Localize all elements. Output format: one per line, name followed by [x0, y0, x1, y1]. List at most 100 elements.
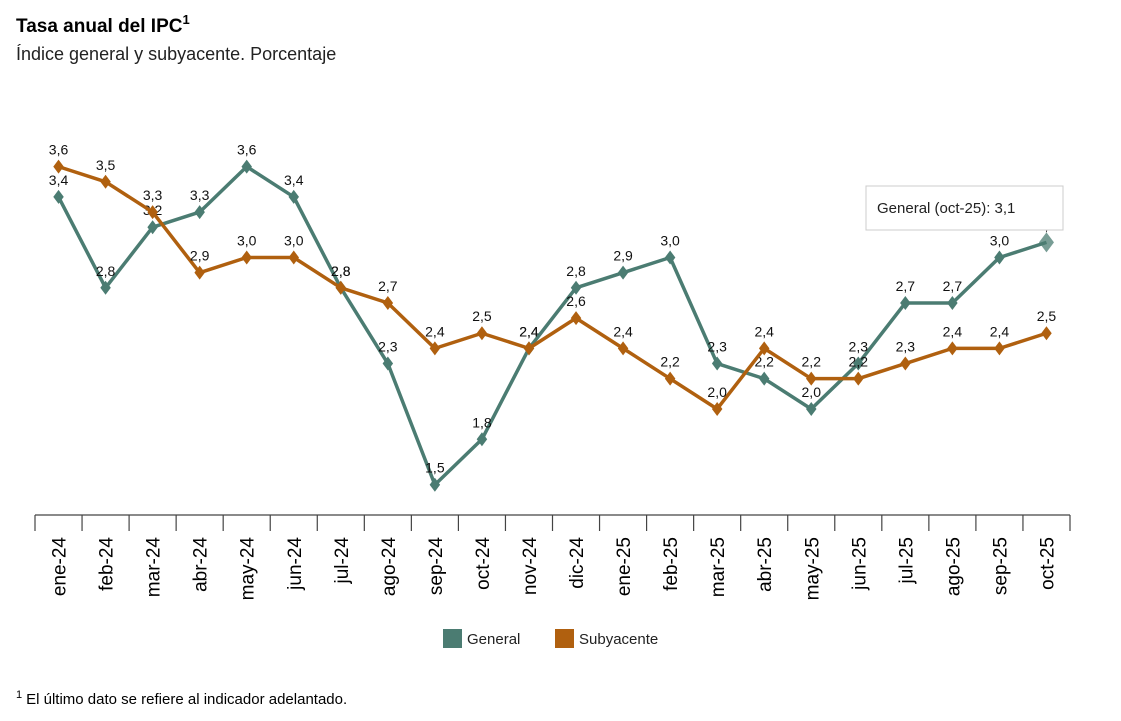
x-tick-label: sep-25 — [990, 537, 1011, 595]
value-label: 3,5 — [96, 157, 116, 173]
value-label: 3,3 — [143, 187, 163, 203]
value-label: 2,2 — [660, 354, 680, 370]
value-label: 2,2 — [754, 354, 774, 370]
value-label: 2,9 — [613, 248, 633, 264]
x-tick-label: jul-25 — [896, 537, 917, 584]
marker — [994, 250, 1005, 265]
value-label: 3,4 — [284, 172, 304, 188]
marker — [900, 295, 911, 310]
marker — [570, 311, 582, 326]
value-label: 2,8 — [96, 263, 116, 279]
marker — [853, 371, 864, 386]
x-tick-label: ene-25 — [614, 537, 635, 596]
marker — [711, 401, 723, 416]
marker — [947, 295, 958, 310]
marker — [147, 205, 158, 220]
marker — [758, 371, 770, 386]
x-tick-label: mar-25 — [708, 537, 729, 597]
marker — [617, 341, 629, 356]
value-label: 3,0 — [990, 233, 1010, 249]
value-label: 1,8 — [472, 414, 492, 430]
marker — [853, 356, 864, 371]
legend-swatch — [555, 629, 574, 648]
marker — [241, 159, 252, 174]
x-tick-label: oct-25 — [1037, 537, 1058, 590]
x-tick-label: sep-24 — [426, 537, 447, 596]
marker — [429, 341, 441, 356]
marker — [382, 295, 394, 310]
x-tick-label: ago-25 — [943, 537, 964, 596]
marker — [476, 432, 488, 447]
tooltip-box — [865, 185, 1064, 231]
x-tick-label: jun-25 — [849, 537, 870, 591]
value-label: 3,0 — [237, 233, 257, 249]
chart-title: Tasa anual del IPC — [16, 16, 183, 37]
value-label: 1,5 — [425, 460, 445, 476]
value-label: 2,4 — [943, 323, 963, 339]
footnote-mark: 1 — [16, 689, 22, 701]
value-label: 2,7 — [378, 278, 398, 294]
value-label: 2,2 — [802, 354, 822, 370]
value-label: 3,0 — [660, 233, 680, 249]
marker — [664, 371, 676, 386]
x-tick-label: feb-25 — [661, 537, 682, 591]
legend-swatch — [443, 629, 462, 648]
marker — [288, 250, 299, 265]
marker — [147, 220, 158, 235]
marker — [382, 356, 394, 371]
marker — [100, 174, 111, 189]
x-tick-label: dic-24 — [567, 537, 588, 589]
marker — [1038, 232, 1054, 253]
value-label: 2,0 — [707, 384, 727, 400]
x-tick-label: ago-24 — [379, 537, 400, 597]
value-label: 2,7 — [943, 278, 963, 294]
value-label: 3,0 — [284, 233, 304, 249]
x-tick-label: may-25 — [802, 537, 823, 600]
value-label: 2,4 — [613, 323, 633, 339]
value-label: 2,8 — [331, 263, 351, 279]
value-label: 3,6 — [49, 142, 69, 158]
legend-label: General — [467, 631, 520, 648]
x-tick-label: oct-24 — [473, 537, 494, 590]
value-label: 2,4 — [425, 323, 445, 339]
value-label: 2,3 — [707, 339, 727, 355]
marker — [476, 326, 488, 341]
marker — [194, 205, 205, 220]
value-label: 2,9 — [190, 248, 210, 264]
value-label: 2,4 — [519, 323, 539, 339]
series-line — [56, 164, 1048, 487]
marker — [288, 189, 299, 204]
legend-label: Subyacente — [579, 631, 658, 648]
marker — [53, 159, 64, 174]
marker — [194, 265, 205, 280]
footnote: 1 El último dato se refiere al indicador … — [16, 689, 347, 708]
marker — [711, 356, 723, 371]
marker — [664, 250, 676, 265]
marker — [241, 250, 252, 265]
marker — [900, 356, 911, 371]
x-tick-label: nov-24 — [520, 537, 541, 596]
marker — [758, 341, 770, 356]
value-label: 2,3 — [849, 339, 869, 355]
x-tick-label: ene-24 — [50, 537, 71, 597]
title-note: 1 — [182, 12, 189, 27]
marker — [335, 280, 347, 295]
value-label: 2,7 — [896, 278, 916, 294]
x-tick-label: abr-25 — [755, 537, 776, 592]
series-line — [57, 164, 1048, 411]
value-label: 2,3 — [896, 339, 916, 355]
x-tick-label: mar-24 — [144, 537, 165, 598]
value-label: 2,8 — [331, 263, 351, 279]
x-tick-label: jul-24 — [332, 537, 353, 585]
value-label: 2,4 — [519, 323, 539, 339]
marker — [947, 341, 958, 356]
footnote-text: El último dato se refiere al indicador a… — [26, 691, 347, 708]
marker — [570, 280, 582, 295]
value-label: 2,3 — [378, 339, 398, 355]
marker — [1041, 326, 1052, 341]
marker — [100, 280, 111, 295]
x-tick-label: jun-24 — [285, 537, 306, 591]
value-label: 3,3 — [190, 187, 210, 203]
value-label: 3,4 — [49, 172, 69, 188]
